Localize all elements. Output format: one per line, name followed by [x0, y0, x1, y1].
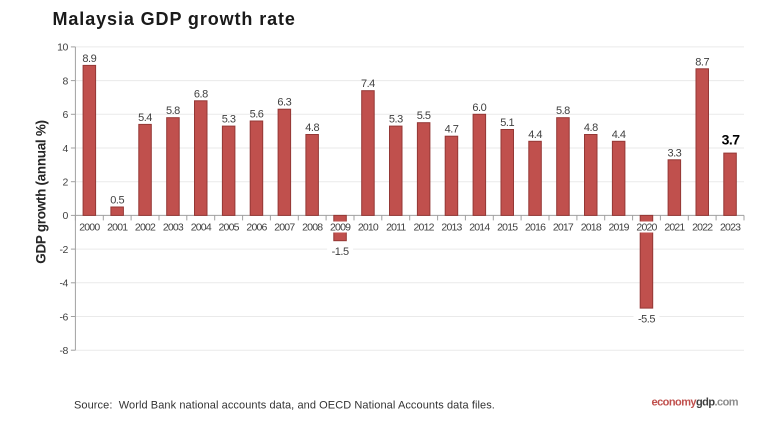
svg-text:5.5: 5.5: [417, 110, 431, 122]
svg-text:8: 8: [63, 75, 69, 87]
svg-text:8.7: 8.7: [695, 56, 709, 68]
svg-text:GDP growth (annual %): GDP growth (annual %): [34, 120, 49, 263]
svg-text:5.1: 5.1: [500, 117, 514, 129]
svg-text:2004: 2004: [191, 222, 212, 234]
svg-text:10: 10: [57, 42, 68, 54]
svg-text:6.0: 6.0: [472, 102, 486, 114]
svg-text:0.5: 0.5: [110, 195, 124, 207]
svg-text:6.3: 6.3: [277, 97, 291, 109]
svg-text:-5.5: -5.5: [638, 314, 655, 326]
svg-text:3.7: 3.7: [722, 132, 741, 148]
svg-text:2005: 2005: [219, 222, 240, 234]
svg-text:2003: 2003: [163, 222, 184, 234]
svg-text:4.8: 4.8: [305, 122, 319, 134]
svg-text:6: 6: [63, 109, 69, 121]
svg-text:3.3: 3.3: [668, 147, 682, 159]
svg-text:2016: 2016: [525, 222, 546, 234]
svg-text:2001: 2001: [107, 222, 128, 234]
svg-text:5.6: 5.6: [250, 109, 264, 121]
svg-text:7.4: 7.4: [361, 78, 375, 90]
svg-text:8.9: 8.9: [82, 53, 96, 65]
svg-text:2014: 2014: [469, 222, 490, 234]
svg-text:4.4: 4.4: [612, 129, 626, 141]
svg-text:2020: 2020: [636, 222, 657, 234]
svg-text:Source: World Bank national a: Source: World Bank national accounts dat…: [74, 400, 495, 412]
svg-text:2010: 2010: [358, 222, 379, 234]
svg-text:2017: 2017: [553, 222, 574, 234]
svg-text:-6: -6: [59, 311, 68, 323]
svg-text:4.4: 4.4: [528, 129, 542, 141]
svg-text:-2: -2: [59, 244, 68, 256]
svg-text:2018: 2018: [581, 222, 602, 234]
svg-text:2000: 2000: [79, 222, 100, 234]
svg-text:6.8: 6.8: [194, 88, 208, 100]
svg-text:4.7: 4.7: [445, 124, 459, 136]
svg-text:-4: -4: [59, 278, 68, 290]
svg-text:2007: 2007: [274, 222, 295, 234]
svg-text:2009: 2009: [330, 222, 351, 234]
svg-text:2013: 2013: [441, 222, 462, 234]
svg-text:5.8: 5.8: [166, 105, 180, 117]
svg-text:4: 4: [63, 143, 69, 155]
svg-text:-1.5: -1.5: [332, 246, 349, 258]
svg-text:0: 0: [63, 210, 69, 222]
svg-text:2021: 2021: [664, 222, 685, 234]
svg-text:2011: 2011: [386, 222, 406, 234]
svg-text:Malaysia GDP growth rate: Malaysia GDP growth rate: [53, 9, 296, 29]
svg-text:2008: 2008: [302, 222, 323, 234]
svg-text:2012: 2012: [414, 222, 435, 234]
svg-text:2006: 2006: [246, 222, 267, 234]
svg-text:-8: -8: [59, 345, 68, 357]
svg-text:2022: 2022: [692, 222, 713, 234]
svg-text:5.3: 5.3: [222, 114, 236, 126]
svg-text:2019: 2019: [609, 222, 630, 234]
svg-text:5.4: 5.4: [138, 112, 152, 124]
svg-text:2023: 2023: [720, 222, 741, 234]
svg-text:2: 2: [63, 177, 69, 189]
svg-text:2015: 2015: [497, 222, 518, 234]
svg-text:5.8: 5.8: [556, 105, 570, 117]
svg-text:5.3: 5.3: [389, 114, 403, 126]
svg-text:2002: 2002: [135, 222, 156, 234]
svg-text:4.8: 4.8: [584, 122, 598, 134]
svg-text:economygdp.com: economygdp.com: [652, 397, 739, 409]
